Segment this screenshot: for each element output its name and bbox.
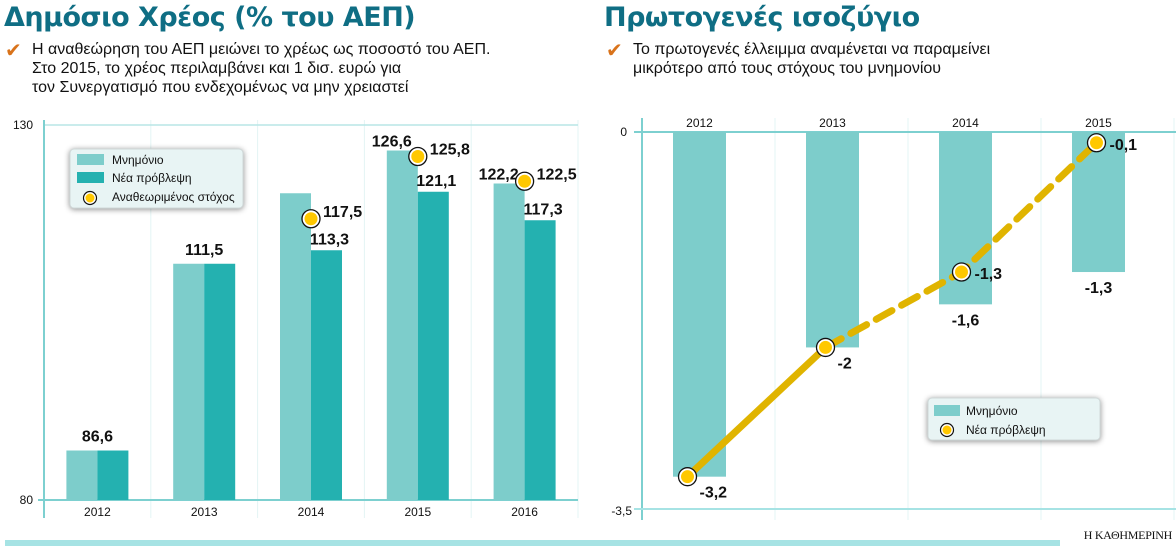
bar-mnimonio [66, 450, 98, 500]
legend-swatch-mnimonio [934, 405, 960, 416]
subtitle-line: μικρότερο από τους στόχους του μνημονίου [633, 60, 942, 77]
data-label: -0,1 [1110, 137, 1138, 154]
subtitle-line: Στο 2015, το χρέος περιλαμβάνει και 1 δι… [32, 60, 402, 77]
x-tick-label: 2015 [404, 505, 431, 519]
bar-nea-provlepsi [417, 191, 449, 500]
data-label: 121,1 [416, 173, 456, 190]
right-chart-title: Πρωτογενές ισοζύγιο [604, 2, 920, 33]
target-marker-fill [411, 150, 425, 163]
forecast-marker-fill [955, 265, 968, 279]
footer-bar [5, 540, 1060, 546]
legend-swatch-nea [77, 172, 104, 183]
right-chart-subtitle: Το πρωτογενές έλλειμμα αναμένεται να παρ… [633, 40, 990, 78]
bar-mnimonio [493, 183, 525, 500]
data-label: 86,6 [82, 429, 113, 446]
bar-nea-provlepsi [204, 263, 236, 500]
bar-mnimonio [173, 263, 205, 500]
forecast-marker-fill [1090, 136, 1103, 150]
data-label: 113,3 [310, 231, 349, 248]
left-chart-subtitle: Η αναθεώρηση του ΑΕΠ μειώνει το χρέως ως… [32, 40, 490, 97]
x-tick-label: 2013 [191, 505, 218, 519]
data-label: -1,3 [1085, 280, 1113, 297]
bar-mnimonio [280, 193, 311, 500]
x-tick-label: 2012 [84, 505, 111, 519]
y-tick-label: 80 [20, 493, 34, 507]
bar-nea-provlepsi [311, 250, 342, 500]
data-label: 117,3 [524, 201, 563, 218]
data-label: 126,6 [372, 134, 412, 151]
bar-nea-provlepsi [97, 450, 129, 500]
data-label: -1,6 [952, 312, 980, 329]
data-label: 111,5 [185, 242, 223, 259]
data-label: 125,8 [430, 142, 470, 159]
x-tick-label: 2012 [686, 116, 713, 130]
data-label: -3,2 [700, 485, 728, 502]
y-tick-label: 0 [620, 125, 627, 139]
legend-box [69, 148, 244, 209]
legend-label: Μνημόνιο [112, 153, 164, 167]
bar-mnimonio [386, 150, 418, 500]
bar-mnimonio [673, 132, 726, 477]
forecast-marker-fill [819, 340, 832, 354]
subtitle-line: Το πρωτογενές έλλειμμα αναμένεται να παρ… [633, 41, 991, 58]
target-marker-fill [518, 174, 532, 188]
legend-forecast-icon-fill [942, 425, 952, 435]
x-tick-label: 2014 [952, 116, 979, 130]
subtitle-line: Η αναθεώρηση του ΑΕΠ μειώνει το χρέως ως… [32, 41, 491, 58]
y-tick-label: -3,5 [611, 504, 632, 518]
data-label: -1,3 [975, 266, 1003, 283]
data-label: -2 [838, 355, 852, 372]
checkmark-icon: ✔ [606, 40, 623, 62]
checkmark-icon: ✔ [5, 40, 22, 62]
data-label: 117,5 [323, 204, 362, 221]
forecast-line-solid [684, 343, 829, 481]
legend-label: Αναθεωριμένος στόχος [112, 190, 235, 204]
brand-label: Η ΚΑΘΗΜΕΡΙΝΗ [1083, 528, 1173, 542]
data-label: 122,2 [479, 167, 519, 184]
y-tick-label: 130 [13, 118, 33, 132]
bar-nea-provlepsi [524, 220, 556, 500]
x-tick-label: 2014 [298, 505, 325, 519]
forecast-marker-fill [681, 470, 694, 484]
x-tick-label: 2013 [819, 116, 846, 130]
legend-label: Μνημόνιο [966, 404, 1018, 418]
legend-label: Νέα πρόβλεψη [112, 171, 192, 185]
subtitle-line: τον Συνεργατισμό που ενδεχομένως να μην … [32, 79, 409, 96]
bar-mnimonio [806, 132, 859, 348]
x-tick-label: 2016 [511, 505, 538, 519]
legend-target-icon-fill [85, 193, 95, 203]
legend-box [927, 397, 1101, 441]
left-chart-title: Δημόσιο Χρέος (% του ΑΕΠ) [4, 2, 416, 33]
data-label: 122,5 [537, 166, 577, 183]
x-tick-label: 2015 [1085, 116, 1112, 130]
legend-swatch-mnimonio [77, 154, 104, 165]
target-marker-fill [304, 212, 318, 226]
legend-label: Νέα πρόβλεψη [966, 423, 1046, 437]
